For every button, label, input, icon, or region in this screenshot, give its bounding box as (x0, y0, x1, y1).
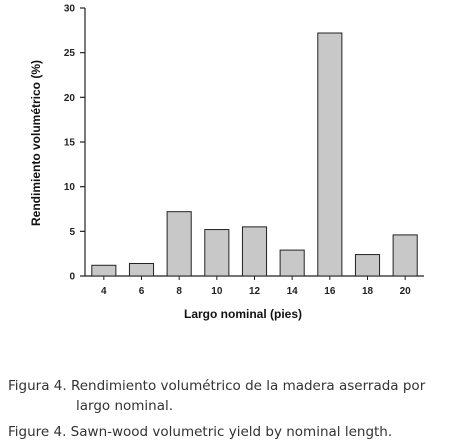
x-tick-label: 10 (211, 286, 223, 297)
x-axis-title: Largo nominal (pies) (184, 307, 302, 321)
bars (91, 32, 418, 277)
x-axis: 4 6 8 10 12 14 16 18 20 (85, 275, 424, 297)
y-tick-label: 25 (64, 48, 76, 59)
x-tick-label: 18 (362, 286, 374, 297)
bar-10 (204, 229, 230, 277)
bar-6 (128, 262, 155, 277)
bar-chart: 0 5 10 15 20 25 30 4 6 8 10 12 14 16 18 20 Rendimiento… (29, 4, 424, 321)
figure-caption-english: Figure 4. Sawn-wood volumetric yield by … (8, 424, 393, 440)
y-tick-label: 30 (64, 4, 76, 15)
bar-18 (354, 254, 381, 277)
y-axis: 0 5 10 15 20 25 30 (64, 4, 86, 283)
bar-12 (241, 226, 268, 277)
figure-caption-spanish-line2: largo nominal. (76, 398, 174, 414)
bar-4 (91, 264, 117, 277)
x-tick-label: 6 (139, 286, 145, 297)
figure-caption-spanish-line1: Figura 4. Rendimiento volumétrico de la … (8, 378, 426, 394)
y-tick-label: 5 (69, 227, 75, 238)
y-tick-label: 15 (64, 138, 76, 149)
x-tick-label: 4 (101, 286, 107, 297)
bar-16 (317, 32, 343, 277)
x-tick-label: 12 (249, 286, 261, 297)
y-axis-title: Rendimiento volumétrico (%) (29, 60, 43, 226)
x-tick-label: 20 (400, 286, 412, 297)
x-tick-label: 8 (176, 286, 182, 297)
x-tick-label: 14 (287, 286, 299, 297)
y-tick-label: 0 (69, 272, 75, 283)
bar-14 (279, 249, 305, 277)
bar-8 (166, 211, 192, 277)
x-tick-label: 16 (324, 286, 336, 297)
bar-20 (392, 234, 418, 277)
y-tick-label: 20 (64, 93, 76, 104)
y-tick-label: 10 (64, 182, 76, 193)
